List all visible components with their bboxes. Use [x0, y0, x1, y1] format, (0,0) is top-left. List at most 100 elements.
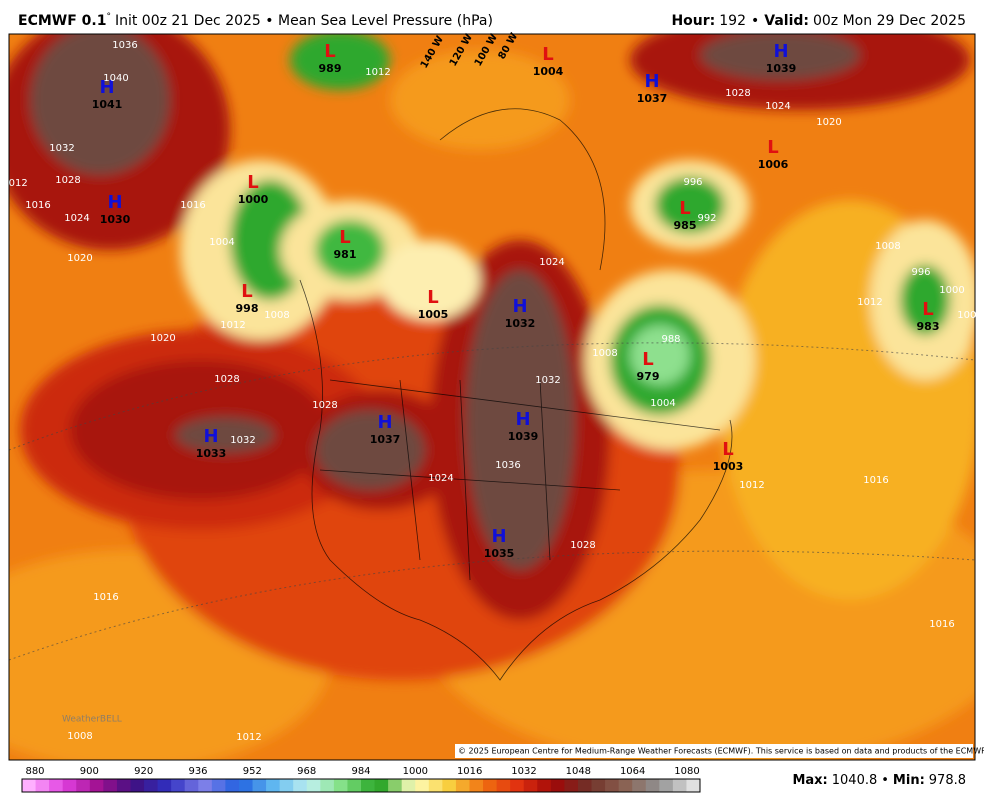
contour-label: 1024 — [64, 213, 89, 224]
colorbar-tick-label: 900 — [80, 766, 99, 777]
contour-label: 1032 — [49, 143, 74, 154]
contour-label: 996 — [911, 267, 930, 278]
colorbar-cell — [510, 779, 525, 792]
colorbar-cell — [564, 779, 579, 792]
colorbar-cell — [455, 779, 470, 792]
credit: © 2025 European Centre for Medium-Range … — [458, 747, 984, 756]
colorbar-cell — [496, 779, 511, 792]
colorbar-cell — [388, 779, 403, 792]
contour-label: 1008 — [67, 731, 92, 742]
colorbar-cell — [293, 779, 308, 792]
colorbar-cell — [415, 779, 430, 792]
colorbar-cell — [686, 779, 701, 792]
center-kind: L — [542, 44, 553, 65]
colorbar-cell — [374, 779, 389, 792]
colorbar-tick-label: 1048 — [566, 766, 591, 777]
colorbar-cell — [361, 779, 376, 792]
colorbar-cell — [428, 779, 443, 792]
center-value: 989 — [319, 62, 342, 75]
stats: Max: 1040.8 • Min: 978.8 — [792, 773, 966, 788]
colorbar-cell — [537, 779, 552, 792]
center-value: 1041 — [92, 98, 123, 111]
colorbar-tick-label: 968 — [297, 766, 316, 777]
center-value: 1033 — [196, 447, 227, 460]
contour-label: 1000 — [939, 285, 964, 296]
contour-label: 1032 — [230, 435, 255, 446]
header-left: ECMWF 0.1° Init 00z 21 Dec 2025 • Mean Se… — [18, 12, 493, 30]
center-value: 1005 — [418, 308, 449, 321]
contour-label: 992 — [697, 213, 716, 224]
center-kind: H — [491, 526, 506, 547]
colorbar-cell — [22, 779, 37, 792]
contour-label: 1028 — [570, 540, 595, 551]
contour-label: 1012 — [739, 480, 764, 491]
colorbar-cell — [225, 779, 240, 792]
colorbar-cell — [605, 779, 620, 792]
center-kind: H — [107, 192, 122, 213]
center-kind: L — [339, 227, 350, 248]
contour-label: 996 — [683, 177, 702, 188]
center-value: 1037 — [370, 433, 401, 446]
colorbar-cell — [306, 779, 321, 792]
contour-label: 1012 — [220, 320, 245, 331]
colorbar-cell — [632, 779, 647, 792]
contour-label: 1016 — [93, 592, 118, 603]
colorbar-cell — [401, 779, 416, 792]
colorbar-cell — [76, 779, 91, 792]
contour-label: 1020 — [150, 333, 175, 344]
colorbar-cell — [442, 779, 457, 792]
contour-label: 1016 — [929, 619, 954, 630]
center-value: 981 — [334, 248, 357, 261]
degree: ° — [106, 12, 111, 22]
center-kind: H — [203, 426, 218, 447]
center-value: 1030 — [100, 213, 131, 226]
colorbar-cell — [483, 779, 498, 792]
contour-label: 1032 — [535, 375, 560, 386]
contour-label: 1008 — [592, 348, 617, 359]
contour-label: 1004 — [957, 310, 982, 321]
colorbar-cell — [577, 779, 593, 792]
center-kind: H — [99, 77, 114, 98]
center-kind: L — [679, 198, 690, 219]
colorbar-cell — [591, 779, 606, 792]
colorbar-tick-label: 880 — [25, 766, 44, 777]
header-right: Hour: 192 • Valid: 00z Mon 29 Dec 2025 — [671, 13, 966, 29]
watermark: WeatherBELL — [62, 715, 122, 725]
contour-label: 1028 — [725, 88, 750, 99]
credit-box — [455, 744, 973, 758]
separator: • — [751, 13, 759, 29]
contour-label: 1012 — [857, 297, 882, 308]
colorbar-cell — [550, 779, 565, 792]
colorbar-cell — [469, 779, 484, 792]
colorbar-cell — [49, 779, 64, 792]
center-kind: L — [642, 349, 653, 370]
center-kind: H — [377, 412, 392, 433]
separator: • — [881, 773, 889, 788]
contour-label: 1016 — [863, 475, 888, 486]
valid: 00z Mon 29 Dec 2025 — [813, 13, 966, 29]
center-value: 1000 — [238, 193, 269, 206]
colorbar-cell — [171, 779, 186, 792]
center-value: 1039 — [766, 62, 797, 75]
colorbar-cell — [211, 779, 226, 792]
colorbar-cell — [618, 779, 633, 792]
center-kind: L — [241, 281, 252, 302]
valid-label: Valid: — [764, 13, 809, 29]
colorbar-tick-label: 1032 — [511, 766, 536, 777]
center-value: 979 — [637, 370, 660, 383]
colorbar-cell — [62, 779, 77, 792]
colorbar-cell — [130, 779, 145, 792]
center-value: 1039 — [508, 430, 539, 443]
contour-label: 1012 — [2, 178, 27, 189]
contour-label: 1024 — [765, 101, 790, 112]
contour-label: 1012 — [365, 67, 390, 78]
center-value: 998 — [236, 302, 259, 315]
contour-label: 1020 — [816, 117, 841, 128]
contour-label: 1024 — [428, 473, 453, 484]
center-value: 1032 — [505, 317, 536, 330]
contour-label: 1036 — [112, 40, 137, 51]
center-value: 1003 — [713, 460, 744, 473]
contour-label: 1008 — [264, 310, 289, 321]
model: ECMWF 0.1 — [18, 13, 106, 29]
colorbar-tick-label: 984 — [351, 766, 370, 777]
